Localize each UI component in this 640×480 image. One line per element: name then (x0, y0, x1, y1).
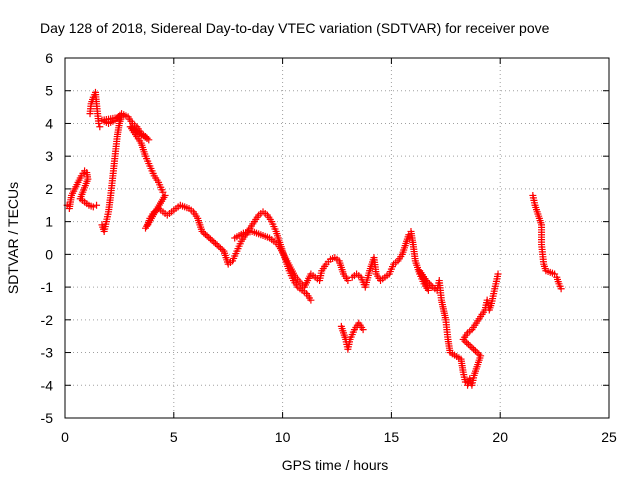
x-tick-label: 25 (601, 429, 617, 445)
data-point (213, 241, 221, 249)
data-point (424, 278, 432, 286)
data-point (471, 347, 479, 355)
x-tick-label: 10 (275, 429, 291, 445)
data-point (344, 277, 352, 285)
data-point (208, 237, 216, 245)
data-point (89, 203, 97, 211)
data-point (200, 229, 208, 237)
data-point (210, 238, 218, 246)
data-point (307, 296, 315, 304)
y-tick-label: 0 (45, 246, 53, 262)
axis-ticks: 0 5 10 15 20 25 -5 -4 -3 -2 -1 0 1 2 3 4 5 6 (41, 50, 617, 445)
data-point (425, 280, 433, 288)
x-tick-label: 5 (170, 429, 178, 445)
data-point (96, 123, 104, 131)
data-point (93, 201, 101, 209)
x-tick-label: 15 (384, 429, 400, 445)
y-tick-label: -2 (41, 312, 54, 328)
data-point (468, 344, 476, 352)
y-tick-label: 1 (45, 214, 53, 230)
data-point (215, 243, 223, 251)
data-point (466, 342, 474, 350)
data-point (494, 270, 502, 278)
y-axis-label: SDTVAR / TECUs (5, 182, 21, 294)
y-tick-label: -4 (41, 377, 54, 393)
x-tick-label: 0 (61, 429, 69, 445)
data-point (111, 116, 119, 124)
data-point (211, 240, 219, 248)
data-point (95, 119, 103, 127)
data-point (475, 350, 483, 358)
x-tick-label: 20 (492, 429, 508, 445)
data-point (557, 285, 565, 293)
y-tick-label: 6 (45, 50, 53, 66)
data-point (113, 115, 121, 123)
chart-title: Day 128 of 2018, Sidereal Day-to-day VTE… (40, 20, 550, 36)
data-point (470, 345, 478, 353)
data-point (464, 340, 472, 348)
data-point (422, 277, 430, 285)
y-tick-label: 2 (45, 181, 53, 197)
data-point (427, 281, 435, 289)
grid (65, 58, 609, 418)
data-point (198, 227, 206, 235)
y-tick-label: 4 (45, 115, 53, 131)
data-point (203, 232, 211, 240)
data-point (114, 113, 122, 121)
data-point (201, 230, 209, 238)
y-tick-label: 5 (45, 83, 53, 99)
data-point (217, 244, 224, 252)
data-point (218, 246, 226, 254)
y-tick-label: -3 (41, 345, 54, 361)
data-points (63, 88, 565, 389)
data-point (206, 235, 214, 243)
y-tick-label: -1 (41, 279, 54, 295)
data-point (205, 233, 213, 241)
data-point (359, 326, 367, 334)
y-tick-label: -5 (41, 410, 54, 426)
x-axis-label: GPS time / hours (282, 457, 389, 473)
plot-frame (64, 57, 610, 419)
y-tick-label: 3 (45, 148, 53, 164)
